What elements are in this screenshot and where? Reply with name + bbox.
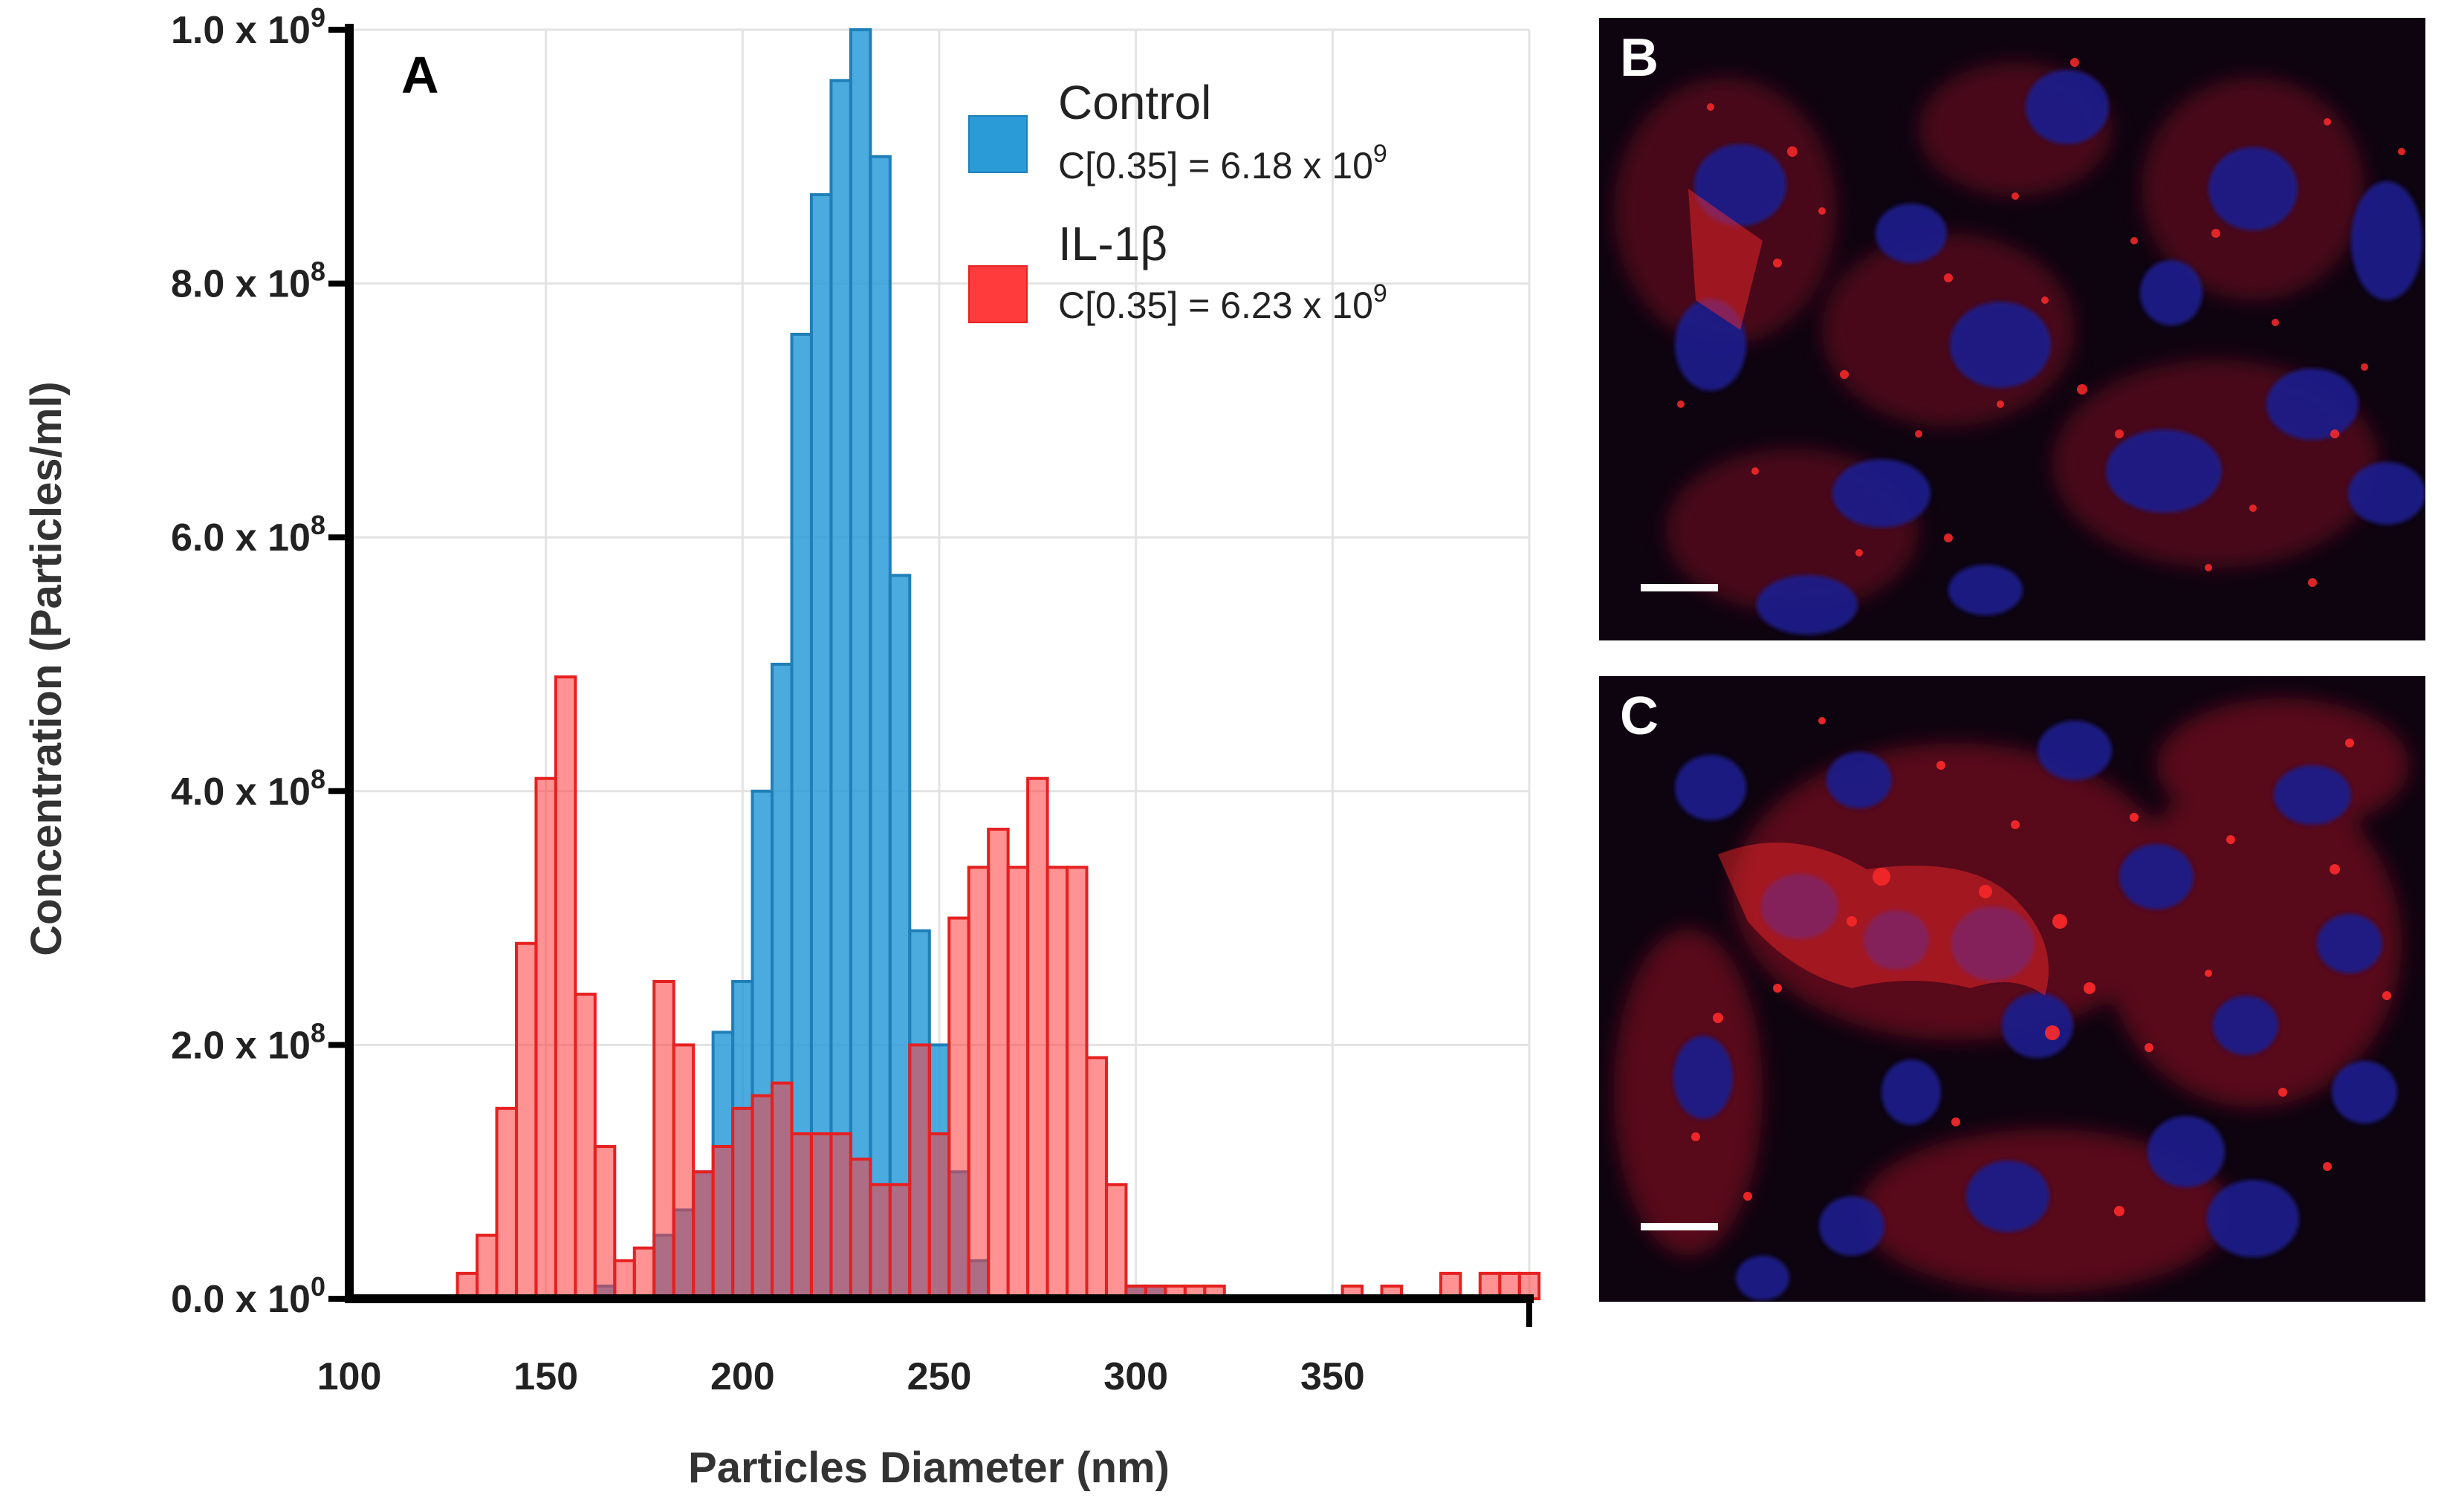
il1b-bar-9 [632, 1246, 656, 1301]
x-tick-label-5: 350 [1300, 1355, 1365, 1398]
legend-label-il1b: IL-1β [1058, 217, 1167, 270]
control-bar-10 [829, 79, 852, 1301]
il1b-bar-25 [947, 916, 970, 1300]
il1b-bar-24 [927, 1132, 951, 1300]
micrograph-control: B [1599, 18, 2425, 640]
il1b-bar-1 [476, 1233, 499, 1300]
y-axis-title: Concentration (Particles/ml) [22, 381, 71, 955]
il1b-bar-22 [888, 1183, 912, 1301]
il1b-bar-8 [613, 1259, 636, 1301]
y-tick-label-2: 4.0 x 108 [171, 764, 325, 814]
il1b-bar-21 [869, 1183, 892, 1301]
il1b-bar-17 [790, 1132, 813, 1300]
panel-label-b: B [1620, 28, 1659, 88]
il1b-bar-11 [672, 1043, 696, 1301]
y-tick-label-3: 6.0 x 108 [171, 510, 325, 559]
legend: Control C[0.35] = 6.18 x 109 IL-1β C[0.3… [968, 76, 1387, 326]
histogram-chart: 0.0 x 100 2.0 x 108 4.0 x 108 6.0 x 108 8.0 … [22, 2, 1541, 1492]
legend-swatch-control [968, 115, 1028, 173]
il1b-bar-16 [771, 1081, 794, 1300]
legend-swatch-il1b [968, 265, 1028, 323]
y-tick-label-0: 0.0 x 100 [171, 1271, 325, 1321]
il1b-bar-4 [534, 776, 557, 1300]
il1b-bar-27 [987, 828, 1010, 1301]
y-tick-label-4: 8.0 x 108 [171, 256, 325, 306]
il1b-bar-5 [554, 675, 577, 1300]
x-tick-label-3: 250 [907, 1355, 972, 1398]
scale-bar-b [1641, 584, 1718, 591]
tick-labels: 0.0 x 100 2.0 x 108 4.0 x 108 6.0 x 108 8.0 … [171, 2, 1365, 1398]
il1b-bar-6 [574, 993, 597, 1300]
legend-stat-control-exp: 9 [1373, 140, 1387, 168]
legend-stat-il1b-text: C[0.35] = 6.23 x 10 [1058, 285, 1373, 326]
y-tick-label-1: 2.0 x 108 [171, 1017, 325, 1067]
x-tick-label-4: 300 [1103, 1355, 1168, 1398]
x-tick-label-2: 200 [710, 1355, 775, 1398]
legend-stat-il1b-exp: 9 [1373, 279, 1387, 308]
il1b-bar-23 [908, 1043, 931, 1301]
il1b-bar-20 [849, 1158, 872, 1300]
il1b-bar-26 [967, 866, 991, 1300]
il1b-bar-2 [495, 1106, 518, 1301]
il1b-bar-30 [1046, 866, 1069, 1300]
control-bar-11 [849, 28, 872, 1300]
il1b-bar-10 [652, 980, 675, 1300]
axes [345, 24, 1534, 1327]
y-tick-label-5: 1.0 x 109 [171, 2, 325, 52]
il1b-bar-18 [809, 1132, 833, 1300]
il1b-bar-7 [593, 1145, 617, 1301]
il1b-bar-14 [731, 1106, 754, 1301]
il1b-bar-31 [1066, 866, 1089, 1300]
il1b-bar-15 [751, 1094, 774, 1300]
il1b-bar-3 [514, 941, 538, 1300]
micrograph-image-c [1599, 676, 2425, 1302]
il1b-bar-33 [1104, 1183, 1128, 1301]
panel-label-c: C [1620, 687, 1659, 746]
il1b-bar-19 [829, 1132, 852, 1300]
x-tick-label-0: 100 [317, 1355, 382, 1398]
scale-bar-c [1641, 1223, 1718, 1230]
il1b-bar-29 [1026, 776, 1049, 1300]
legend-stat-il1b: C[0.35] = 6.23 x 109 [1058, 279, 1387, 326]
x-tick-label-1: 150 [513, 1355, 578, 1398]
x-axis-title: Particles Diameter (nm) [688, 1444, 1170, 1492]
panel-label-a: A [401, 46, 439, 104]
control-bar-12 [869, 155, 892, 1300]
il1b-bar-28 [1006, 866, 1030, 1300]
legend-label-control: Control [1058, 76, 1211, 129]
il1b-bars [456, 675, 1541, 1301]
micrograph-il1b: C [1599, 676, 2425, 1302]
legend-stat-control: C[0.35] = 6.18 x 109 [1058, 140, 1387, 186]
il1b-bar-13 [711, 1145, 735, 1301]
il1b-bar-12 [692, 1170, 715, 1300]
il1b-bar-32 [1085, 1056, 1108, 1300]
legend-stat-control-text: C[0.35] = 6.18 x 10 [1058, 145, 1373, 186]
micrograph-image-b [1599, 18, 2425, 640]
